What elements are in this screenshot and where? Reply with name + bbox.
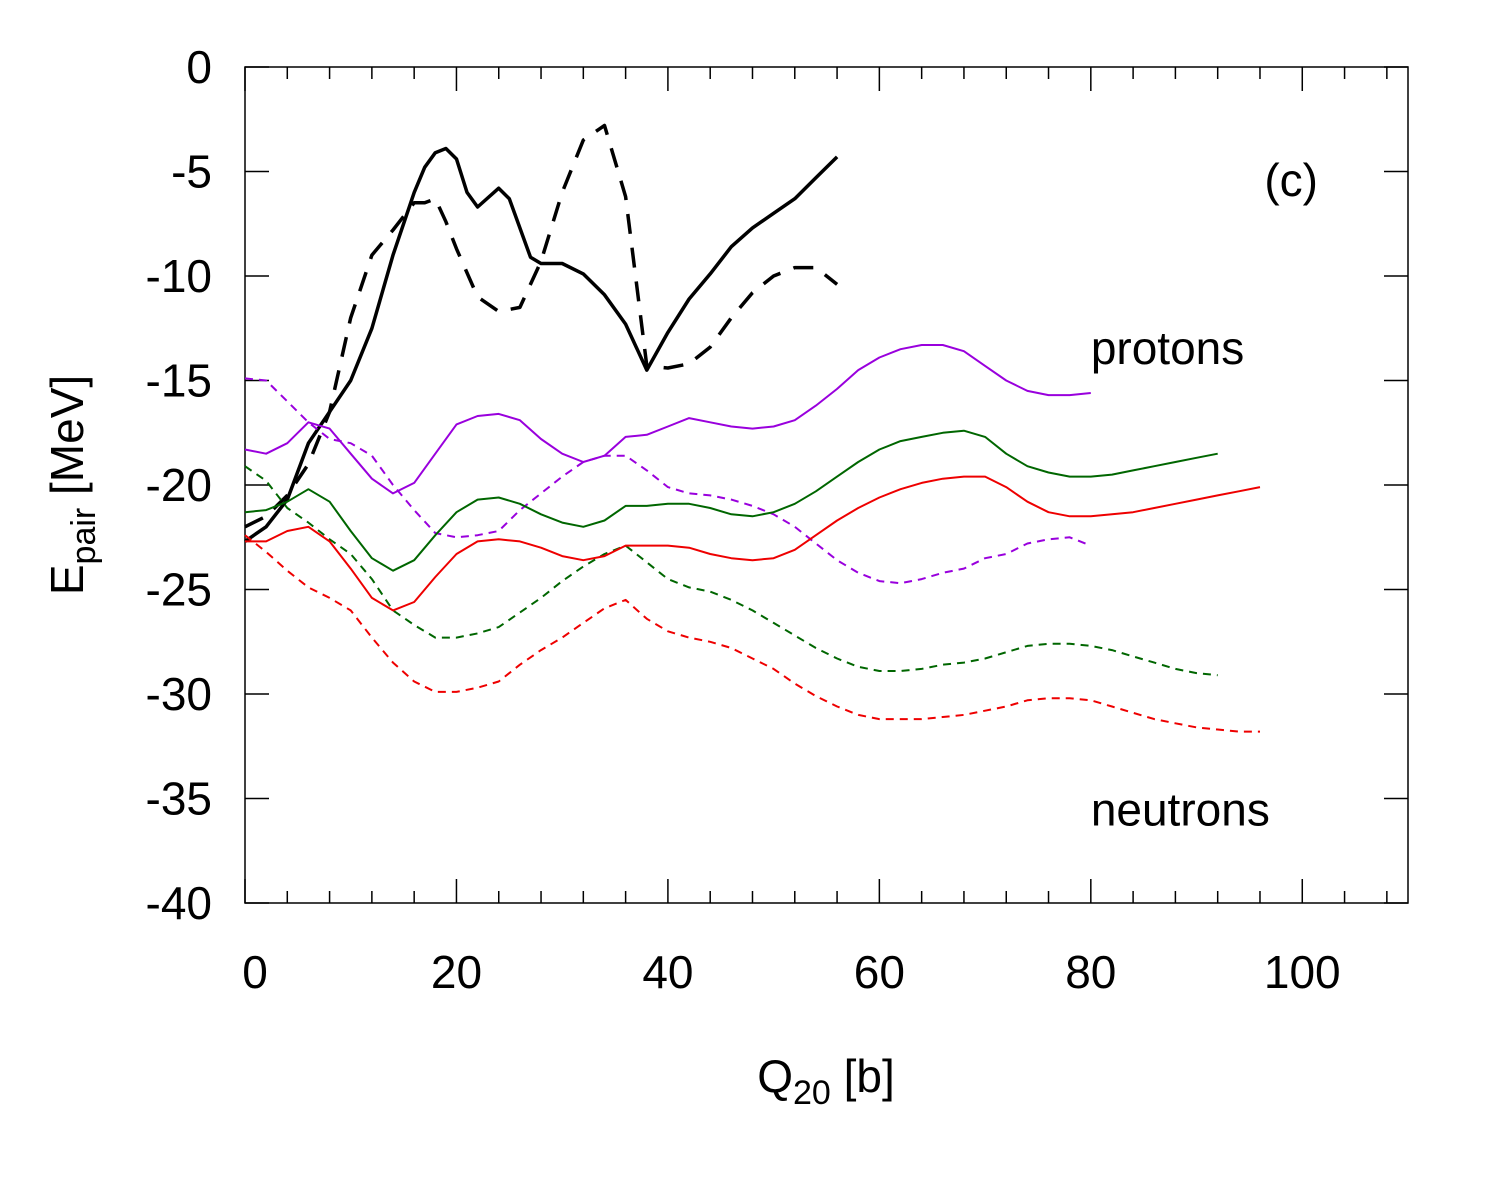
y-axis-title-main: E <box>41 564 93 595</box>
y-tick-label: -15 <box>146 355 212 407</box>
annotations: protons neutrons <box>1091 322 1270 836</box>
neutrons-label: neutrons <box>1091 784 1270 836</box>
y-tick-label: -20 <box>146 459 212 511</box>
x-tick-label: 0 <box>242 946 268 998</box>
x-axis-title-main: Q <box>757 1050 793 1102</box>
series-green-dashed <box>244 465 1218 677</box>
series-layer <box>244 123 1261 733</box>
x-tick-label: 60 <box>854 946 905 998</box>
x-tick-label: 80 <box>1065 946 1116 998</box>
x-tick-label: 20 <box>431 946 482 998</box>
series-purple-dashed <box>244 377 1092 585</box>
tick-labels: 0 -5 -10 -15 -20 -25 -30 -35 -40 0 20 40 60 80 100 <box>146 41 1341 998</box>
series-red-solid <box>245 475 1261 612</box>
x-axis-title-unit: [b] <box>831 1050 895 1102</box>
x-tick-label: 40 <box>642 946 693 998</box>
panel-label: (c) <box>1264 154 1318 206</box>
series-green-solid <box>244 429 1218 572</box>
y-axis-title: Epair [MeV] <box>41 375 103 595</box>
y-tick-label: -5 <box>171 146 212 198</box>
y-tick-label: -30 <box>146 668 212 720</box>
series-black-solid <box>244 146 839 543</box>
y-axis-title-sub: pair <box>65 508 103 565</box>
y-axis-title-unit: [MeV] <box>41 375 93 508</box>
series-purple-solid <box>244 344 1091 495</box>
series-black-dashed <box>244 123 839 529</box>
x-tick-label: 100 <box>1264 946 1341 998</box>
y-tick-label: -40 <box>146 877 212 929</box>
series-red-dashed <box>244 534 1260 733</box>
y-tick-label: -25 <box>146 564 212 616</box>
protons-label: protons <box>1091 322 1244 374</box>
y-tick-label: 0 <box>186 41 212 93</box>
y-tick-label: -35 <box>146 773 212 825</box>
x-axis-title-sub: 20 <box>793 1074 831 1112</box>
axis-ticks <box>244 66 1408 904</box>
x-axis-title: Q20 [b] <box>757 1050 895 1112</box>
y-tick-label: -10 <box>146 250 212 302</box>
